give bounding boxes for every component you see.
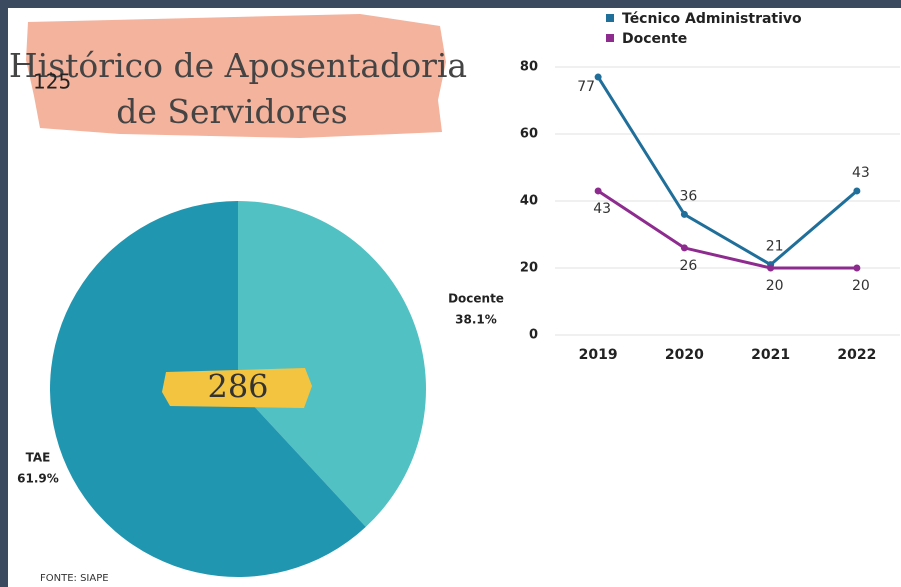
y-tick-label: 40 <box>520 194 538 209</box>
legend-swatch <box>606 14 614 22</box>
x-tick-label: 2019 <box>579 347 618 363</box>
data-point <box>853 187 861 195</box>
slice-category: TAE <box>26 451 51 465</box>
data-point <box>594 73 602 81</box>
y-tick-label: 20 <box>520 261 538 276</box>
total-brush <box>162 368 312 408</box>
data-label: 43 <box>593 201 611 217</box>
data-point <box>680 210 688 218</box>
data-label: 20 <box>852 278 870 294</box>
title-brush <box>26 14 446 138</box>
data-label: 20 <box>766 278 784 294</box>
x-tick-label: 2020 <box>665 347 704 363</box>
data-label: 21 <box>766 239 784 255</box>
series-line <box>597 189 857 270</box>
legend-swatch <box>606 34 614 42</box>
series-line <box>596 76 858 267</box>
title-line: de Servidores <box>116 92 347 131</box>
data-label: 26 <box>679 258 697 274</box>
data-label: 43 <box>852 165 870 181</box>
data-label: 77 <box>577 79 595 95</box>
title-line: Histórico de Aposentadoria <box>9 46 467 85</box>
legend-label: Docente <box>622 31 687 47</box>
x-tick-label: 2021 <box>751 347 790 363</box>
total: 286 <box>207 368 268 406</box>
data-point <box>853 264 861 272</box>
data-point <box>594 187 602 195</box>
pie-chart: Docente 38.1% TAE 61.9% 286 <box>17 201 504 577</box>
data-label: 36 <box>679 188 697 204</box>
y-tick-label: 60 <box>520 127 538 142</box>
source: FONTE: SIAPE <box>40 573 109 584</box>
page-number: 125 <box>33 70 71 94</box>
pie-slice <box>238 201 426 527</box>
slice-category: Docente <box>448 292 504 306</box>
y-tick-label: 0 <box>529 328 538 343</box>
slice-label: 61.9% <box>17 472 59 486</box>
legend-label: Técnico Administrativo <box>622 11 802 27</box>
y-tick-label: 80 <box>520 60 538 75</box>
data-point <box>767 264 775 272</box>
slice-label: 38.1% <box>455 313 497 327</box>
data-point <box>680 244 688 252</box>
x-tick-label: 2022 <box>837 347 876 363</box>
